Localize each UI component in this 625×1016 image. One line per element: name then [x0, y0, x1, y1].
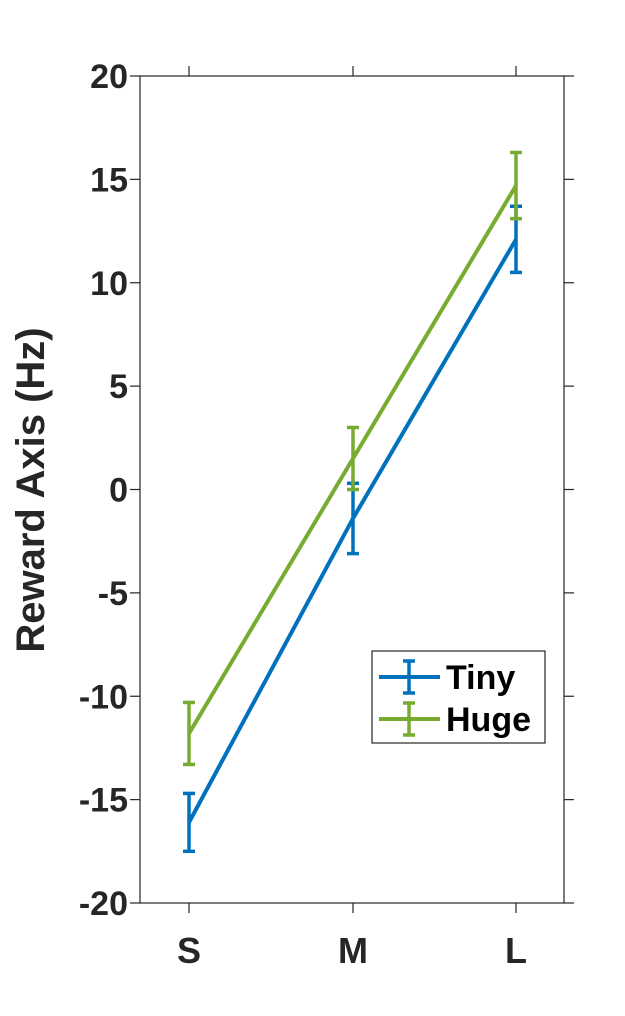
series-tiny	[183, 204, 522, 854]
y-tick-label: 10	[90, 265, 128, 303]
y-tick-labels: 20 15 10 5 0 -5 -10 -15 -20	[79, 58, 128, 923]
y-axis-label: Reward Axis (Hz)	[9, 327, 53, 652]
series-huge	[183, 150, 522, 767]
y-tick-label: -5	[98, 575, 128, 613]
x-tick-label: S	[177, 930, 201, 971]
legend: Tiny Huge	[371, 650, 546, 744]
series-group	[183, 150, 522, 854]
y-tick-label: 20	[90, 58, 128, 96]
x-tick-label: M	[338, 930, 368, 971]
axis-ticks	[130, 66, 574, 913]
legend-label: Tiny	[446, 659, 515, 697]
y-tick-label: 15	[90, 161, 128, 199]
legend-entry-tiny: Tiny	[379, 659, 515, 697]
y-tick-label: 0	[109, 472, 128, 510]
legend-label: Huge	[446, 701, 531, 739]
y-tick-label: -20	[79, 885, 128, 923]
legend-box	[371, 650, 546, 744]
y-tick-label: -15	[79, 782, 128, 820]
y-tick-label: -10	[79, 678, 128, 716]
x-tick-label: L	[505, 930, 527, 971]
legend-entry-huge: Huge	[379, 701, 531, 739]
y-tick-label: 5	[109, 368, 128, 406]
